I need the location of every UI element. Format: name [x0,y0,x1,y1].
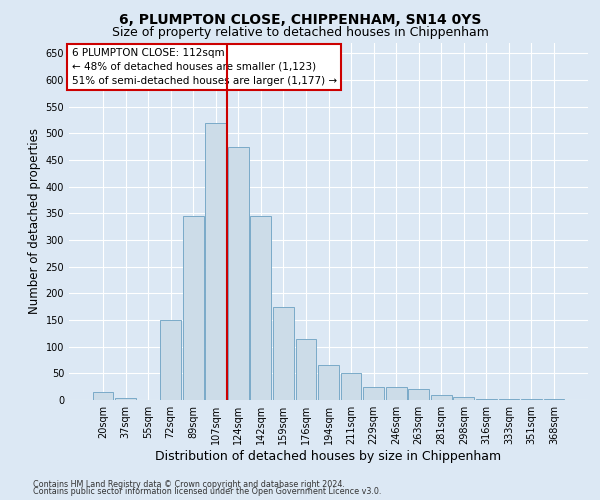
Bar [296,338,316,400]
Bar [228,146,248,400]
Bar [250,216,271,400]
Bar [476,399,497,400]
Bar [183,216,203,400]
Text: Contains HM Land Registry data © Crown copyright and database right 2024.: Contains HM Land Registry data © Crown c… [33,480,345,489]
Bar [115,398,136,400]
Bar [318,366,339,400]
Text: Contains public sector information licensed under the Open Government Licence v3: Contains public sector information licen… [33,487,382,496]
X-axis label: Distribution of detached houses by size in Chippenham: Distribution of detached houses by size … [155,450,502,463]
Text: 6, PLUMPTON CLOSE, CHIPPENHAM, SN14 0YS: 6, PLUMPTON CLOSE, CHIPPENHAM, SN14 0YS [119,13,481,27]
Bar [544,399,565,400]
Bar [386,386,407,400]
Bar [363,386,384,400]
Bar [409,390,429,400]
Text: 6 PLUMPTON CLOSE: 112sqm
← 48% of detached houses are smaller (1,123)
51% of sem: 6 PLUMPTON CLOSE: 112sqm ← 48% of detach… [71,48,337,86]
Bar [160,320,181,400]
Bar [341,374,361,400]
Bar [499,399,520,400]
Bar [273,306,294,400]
Y-axis label: Number of detached properties: Number of detached properties [28,128,41,314]
Bar [521,399,542,400]
Bar [454,398,474,400]
Bar [92,392,113,400]
Bar [431,394,452,400]
Bar [205,122,226,400]
Text: Size of property relative to detached houses in Chippenham: Size of property relative to detached ho… [112,26,488,39]
